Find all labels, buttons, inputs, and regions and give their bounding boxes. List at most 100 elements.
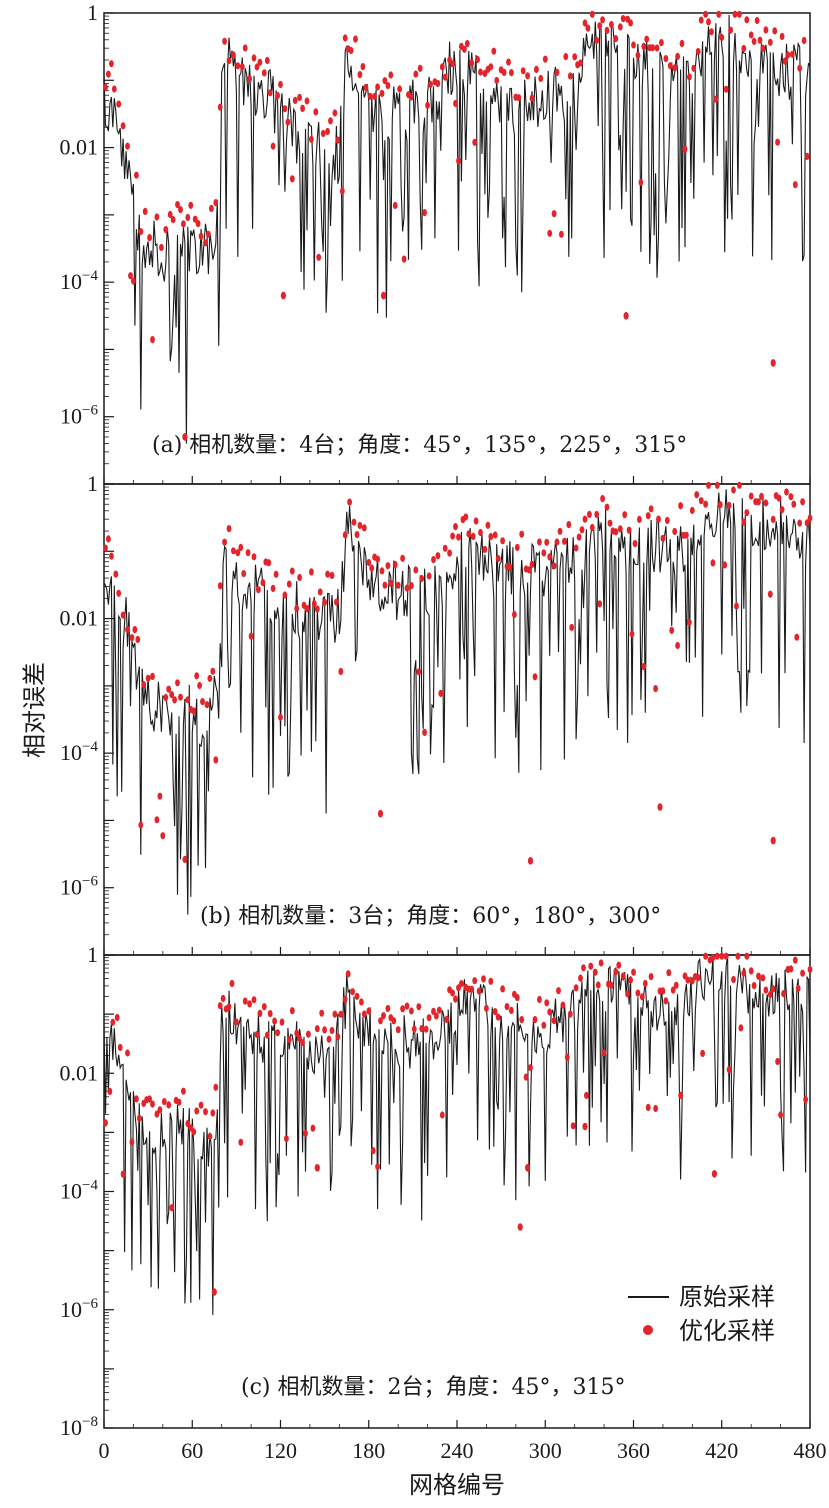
series-dot-optimized [756,972,761,980]
series-dot-optimized [507,563,513,571]
series-dot-optimized [322,1026,327,1034]
series-dot-optimized-outlier [517,1223,523,1231]
series-dot-optimized [476,987,482,995]
series-dot-optimized [382,581,388,589]
series-dot-optimized [378,1017,383,1025]
series-dot-optimized [754,16,760,25]
series-dot-optimized [370,1147,376,1155]
series-dot-optimized [320,129,326,138]
series-dot-optimized [132,626,138,634]
series-dot-optimized [628,976,633,984]
series-dot-optimized [294,604,300,613]
series-dot-optimized [235,62,241,70]
series-dot-optimized [106,535,111,543]
series-dot-optimized [491,47,497,55]
series-dot-optimized [569,623,575,632]
series-dot-optimized [609,21,614,29]
series-dot-optimized [723,85,729,93]
series-dot-optimized [382,77,388,85]
panel-caption: (c) 相机数量：2台；角度：45°，315° [241,1375,625,1400]
series-dot-optimized [129,634,135,642]
series-dot-optimized [154,816,160,824]
series-dot-optimized [409,93,414,101]
series-dot-optimized [663,997,669,1005]
series-dot-optimized [617,23,623,31]
series-dot-optimized [110,1018,116,1026]
series-dot-optimized [111,85,117,93]
series-dot-optimized [788,493,794,501]
series-dot-optimized [210,667,216,675]
series-dot-optimized [669,626,675,635]
panel-a: 1 0.01 10−4 10−6 (a) 相机数量：4台；角度：45°，135°，225… [60,0,811,485]
series-dot-optimized [266,559,272,567]
series-dot-optimized [581,964,586,972]
x-tick-label: 120 [264,1438,297,1463]
series-dot-optimized-outlier [377,809,384,818]
y-tick-label: 10−8 [60,1414,98,1440]
series-dot-optimized [304,605,310,613]
series-dot-optimized [385,562,391,570]
series-dot-optimized [645,512,651,520]
series-dot-optimized [434,1012,439,1020]
series-dot-optimized [620,15,626,23]
series-dot-optimized [273,570,279,578]
series-dot-optimized [136,1114,142,1122]
series-dot-optimized [206,230,211,238]
series-dot-optimized [360,63,366,71]
series-dot-optimized [573,544,579,552]
series-dot-optimized [379,567,385,575]
series-dot-optimized [379,89,385,97]
series-dot-optimized [807,514,813,522]
series-dot-optimized [138,821,144,829]
series-dot-optimized [222,37,228,45]
series-dot-optimized [220,994,226,1003]
series-dot-optimized [426,1014,432,1022]
series-dot-optimized [270,584,276,593]
series-dot-optimized [547,553,553,561]
series-dot-optimized [564,1053,570,1061]
series-dot-optimized [169,1204,175,1212]
series-dot-optimized [801,36,807,45]
series-dot-optimized [700,1049,705,1057]
series-dot-optimized [150,1100,155,1108]
series-dot-optimized [264,1031,270,1039]
series-dot-optimized [594,36,600,45]
series-dot-optimized [691,64,697,72]
series-dot-optimized [400,554,405,562]
series-dot-optimized [261,69,267,77]
series-dot-optimized [413,70,419,78]
series-dot-optimized [304,97,310,105]
series-dot-optimized [154,1110,160,1118]
series-dot-optimized [182,855,188,864]
series-dot-optimized [495,555,501,563]
series-dot-optimized [492,531,498,539]
series-dot-optimized [147,1095,153,1103]
series-dot-optimized [138,228,144,236]
panel-b: 1 0.01 10−4 10−6 (b) 相机数量：3台；角度：60°，180°，300… [60,471,813,956]
series-dot-optimized [703,952,708,960]
series-dot-optimized [734,602,739,610]
series-dot-optimized [763,26,769,34]
series-dot-optimized [710,954,716,962]
series-dot-optimized [695,48,701,56]
series-dot-optimized [309,135,314,143]
series-dot-optimized [589,10,595,18]
series-dot-optimized [770,985,776,993]
series-dot-optimized [185,696,191,704]
series-dot-optimized [456,533,461,541]
series-dot-optimized [361,1010,367,1018]
series-dot-optimized [106,70,111,78]
series-dot-optimized [469,985,475,993]
series-dot-optimized [726,1066,732,1074]
series-dot-optimized [601,1049,607,1057]
series-dot-optimized [309,568,314,576]
series-dot-optimized [251,996,257,1004]
series-dot-optimized [226,1003,232,1011]
series-dot-optimized [613,968,619,976]
series-dot-optimized [357,521,363,530]
series-dot-optimized [375,1163,380,1171]
series-dot-optimized [120,611,126,619]
y-tick-label: 1 [87,471,98,496]
series-dot-optimized [775,1057,780,1066]
